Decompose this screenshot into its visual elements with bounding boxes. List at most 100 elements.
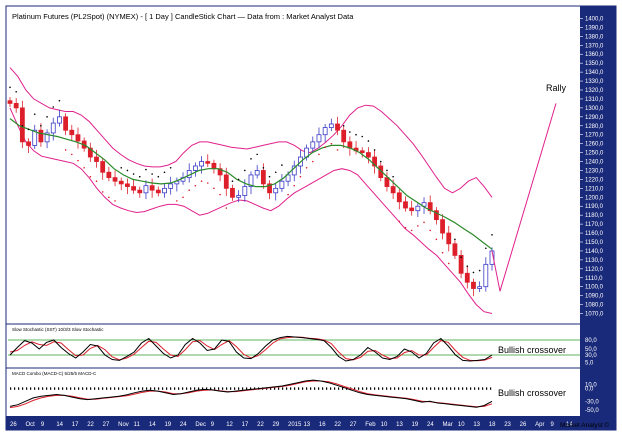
price-tick-label: 1170,0 bbox=[585, 222, 604, 228]
sar-dot bbox=[485, 247, 487, 250]
price-tick-label: 1330,0 bbox=[585, 79, 604, 85]
macd-zero-marker bbox=[170, 387, 172, 390]
candle-body bbox=[403, 201, 408, 209]
macd-zero-marker bbox=[90, 387, 92, 390]
macd-zero-marker bbox=[382, 387, 384, 390]
macd-zero-marker bbox=[450, 387, 452, 390]
axis-labels: 1070,01080,01090,01100,01110,01120,01130… bbox=[10, 16, 604, 428]
sar-dot bbox=[200, 180, 203, 182]
macd-zero-marker bbox=[198, 387, 200, 390]
macd-zero-marker bbox=[282, 387, 284, 390]
sar-dot bbox=[151, 173, 153, 175]
macd-zero-marker bbox=[30, 387, 32, 390]
macd-tick-label: -30,0 bbox=[585, 399, 599, 405]
sar-dot bbox=[423, 221, 425, 224]
chart-frame bbox=[5, 5, 617, 431]
macd-zero-marker bbox=[126, 387, 128, 390]
macd-zero-marker bbox=[62, 387, 64, 390]
macd-zero-marker bbox=[470, 387, 472, 390]
candle-body bbox=[452, 243, 458, 256]
macd-zero-marker bbox=[278, 387, 280, 390]
price-tick-label: 1140,0 bbox=[585, 249, 604, 255]
candle-body bbox=[433, 210, 439, 221]
sar-dot bbox=[330, 142, 333, 145]
macd-zero-marker bbox=[438, 387, 440, 390]
rally-projection-line bbox=[491, 103, 557, 292]
sar-dot bbox=[114, 200, 116, 202]
candle-body bbox=[341, 129, 347, 143]
sar-dot bbox=[342, 124, 345, 127]
macd-zero-marker bbox=[410, 387, 412, 390]
sar-dot bbox=[410, 229, 413, 232]
sar-dot bbox=[213, 187, 215, 190]
candle-body bbox=[38, 129, 44, 143]
sar-dot bbox=[250, 158, 252, 160]
macd-zero-marker bbox=[442, 387, 444, 390]
date-tick-label: 17 bbox=[242, 422, 249, 428]
macd-zero-marker bbox=[98, 387, 100, 390]
sar-dot bbox=[40, 124, 42, 127]
sar-dot bbox=[386, 169, 388, 172]
sar-dot bbox=[447, 262, 450, 265]
sar-dot bbox=[58, 99, 61, 102]
date-tick-label: 19 bbox=[164, 422, 171, 428]
candle-body bbox=[285, 174, 291, 182]
macd-zero-marker bbox=[18, 387, 20, 390]
price-tick-label: 1280,0 bbox=[585, 124, 604, 130]
sar-dot bbox=[138, 175, 141, 178]
sar-dot bbox=[70, 153, 73, 156]
price-tick-label: 1250,0 bbox=[585, 151, 604, 157]
candle-body bbox=[162, 187, 167, 194]
macd-zero-marker bbox=[150, 387, 152, 390]
sar-dot bbox=[417, 225, 419, 227]
candle-body bbox=[390, 186, 396, 194]
sar-dot bbox=[305, 166, 308, 169]
price-tick-label: 1320,0 bbox=[585, 88, 604, 94]
price-tick-label: 1120,0 bbox=[585, 267, 604, 273]
macd-zero-marker bbox=[250, 387, 252, 390]
date-tick-label: 12 bbox=[226, 422, 233, 428]
macd-zero-marker bbox=[190, 387, 192, 390]
candle-body bbox=[131, 186, 136, 191]
date-tick-label: 9 bbox=[551, 422, 555, 428]
macd-zero-marker bbox=[238, 387, 240, 390]
candle-body bbox=[415, 205, 421, 212]
macd-zero-marker bbox=[274, 387, 276, 390]
macd-zero-marker bbox=[426, 387, 428, 390]
macd-zero-marker bbox=[130, 387, 132, 390]
stoch-k-line bbox=[9, 335, 493, 362]
price-panel bbox=[7, 67, 557, 314]
candle-body bbox=[57, 116, 62, 124]
date-tick-label: 14 bbox=[149, 422, 156, 428]
stoch-crossover-annotation: Bullish crossover bbox=[498, 345, 566, 355]
sar-dot bbox=[33, 113, 36, 115]
sar-dot bbox=[89, 175, 92, 178]
macd-zero-marker bbox=[298, 387, 300, 390]
sar-dot bbox=[157, 175, 160, 178]
price-tick-label: 1390,0 bbox=[585, 25, 604, 31]
macd-zero-marker bbox=[206, 387, 208, 390]
date-tick-label: 29 bbox=[273, 422, 280, 428]
candle-body bbox=[267, 183, 272, 194]
sar-dot bbox=[491, 234, 493, 236]
price-tick-label: 1260,0 bbox=[585, 142, 604, 148]
macd-zero-marker bbox=[214, 387, 216, 390]
date-tick-label: 9 bbox=[41, 422, 45, 428]
sar-dot bbox=[398, 220, 401, 223]
candle-body bbox=[359, 150, 365, 153]
sar-dot bbox=[367, 140, 370, 142]
lower-bollinger-band bbox=[9, 107, 493, 314]
date-tick-label: 22 bbox=[87, 422, 94, 428]
macd-line bbox=[9, 379, 493, 408]
macd-zero-marker bbox=[26, 387, 28, 390]
sar-dot bbox=[225, 207, 228, 209]
candle-body bbox=[118, 180, 124, 185]
candle-body bbox=[205, 161, 211, 164]
sar-dot bbox=[281, 164, 283, 166]
stochastic-panel bbox=[8, 335, 580, 362]
candle-body bbox=[471, 281, 476, 289]
macd-zero-marker bbox=[302, 387, 304, 390]
macd-tick-label: 10,0 bbox=[585, 382, 597, 388]
sar-dot bbox=[182, 196, 184, 199]
sar-dot bbox=[132, 173, 135, 175]
